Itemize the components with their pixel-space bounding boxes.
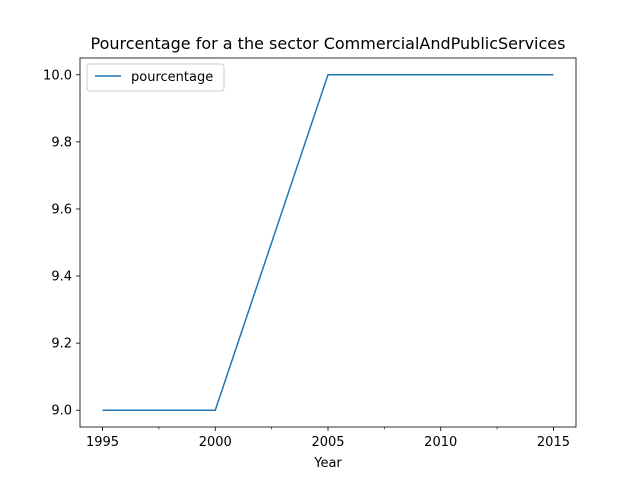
series-layer xyxy=(102,74,554,411)
x-axis-label: Year xyxy=(313,456,342,471)
chart-title: Pourcentage for a the sector CommercialA… xyxy=(91,34,566,53)
y-tick-label-9.2: 9.2 xyxy=(51,337,72,352)
y-tick-label-10.0: 10.0 xyxy=(43,68,72,83)
x-tick-label-2000: 2000 xyxy=(199,435,232,450)
x-tick-label-2005: 2005 xyxy=(311,435,344,450)
x-tick-label-2015: 2015 xyxy=(537,435,570,450)
x-tick-label-2010: 2010 xyxy=(424,435,457,450)
y-tick-label-9.8: 9.8 xyxy=(51,135,72,150)
legend-label-pourcentage: pourcentage xyxy=(131,70,213,85)
y-tick-label-9.6: 9.6 xyxy=(51,202,72,217)
x-axis: 1995 2000 2005 2010 2015 xyxy=(86,427,570,450)
y-axis: 9.0 9.2 9.4 9.6 9.8 10.0 xyxy=(43,68,80,419)
y-tick-label-9.4: 9.4 xyxy=(51,270,72,285)
x-tick-label-1995: 1995 xyxy=(86,435,119,450)
series-line-pourcentage xyxy=(102,74,554,411)
legend: pourcentage xyxy=(86,63,225,92)
legend-box xyxy=(86,63,225,92)
y-tick-label-9.0: 9.0 xyxy=(51,404,72,419)
